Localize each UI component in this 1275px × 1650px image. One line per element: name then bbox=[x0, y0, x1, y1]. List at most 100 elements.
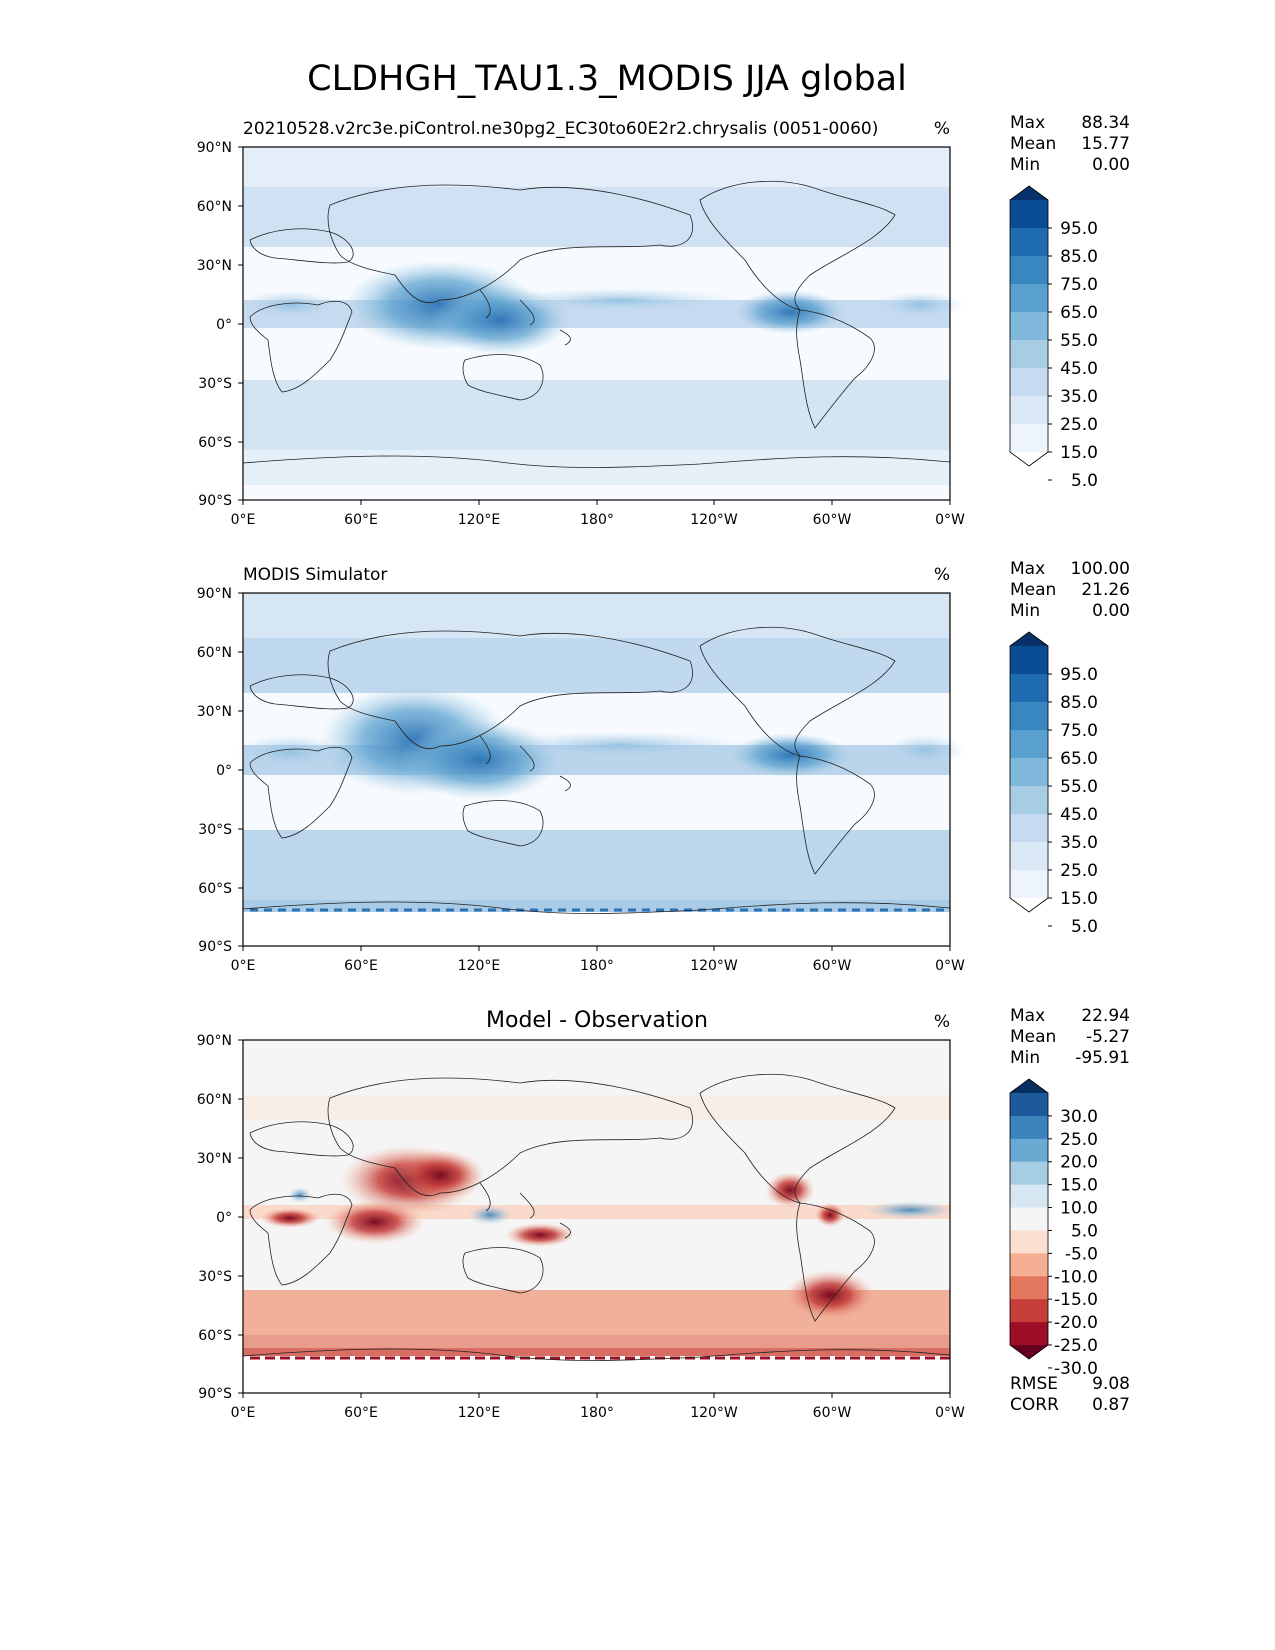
colorbar-label: 5.0 bbox=[1071, 1221, 1098, 1241]
panel-left-title: MODIS Simulator bbox=[243, 565, 387, 585]
colorbar-segment bbox=[1010, 200, 1048, 229]
colorbar-segment bbox=[1010, 1276, 1048, 1300]
coastlines-reference bbox=[242, 626, 951, 914]
colorbar-segment bbox=[1010, 1138, 1048, 1163]
colorbar-extend-top bbox=[1010, 186, 1048, 200]
colorbar-segment bbox=[1010, 1115, 1048, 1140]
lat-tick: 90°S bbox=[198, 1386, 232, 1402]
colorbar-label: 75.0 bbox=[1060, 721, 1098, 741]
colorbar-segment bbox=[1010, 424, 1048, 453]
panel-units: % bbox=[934, 565, 950, 585]
colorbar-segment bbox=[1010, 674, 1048, 703]
colorbar-segment bbox=[1010, 312, 1048, 341]
colorbar-segment bbox=[1010, 1299, 1048, 1323]
lon-tick: 0°E bbox=[231, 958, 256, 974]
lat-tick: 0° bbox=[216, 317, 232, 333]
colorbar-segment bbox=[1010, 340, 1048, 369]
map-difference bbox=[243, 1040, 955, 1393]
lat-axis-test: 90°N 60°N 30°N 0° 30°S 60°S 90°S bbox=[197, 140, 243, 509]
lon-tick: 120°W bbox=[690, 512, 738, 528]
lat-tick: 60°S bbox=[198, 435, 232, 451]
lat-tick: 30°N bbox=[197, 1151, 232, 1167]
lon-axis-difference: 0°E 60°E 120°E 180° 120°W 60°W 0°W bbox=[231, 1393, 965, 1421]
colorbar-segment bbox=[1010, 1161, 1048, 1186]
lon-tick: 120°W bbox=[690, 1405, 738, 1421]
lon-tick: 180° bbox=[580, 512, 614, 528]
colorbar-segment bbox=[1010, 702, 1048, 731]
colorbar-label: -10.0 bbox=[1054, 1267, 1098, 1287]
panel-center-title: Model - Observation bbox=[486, 1008, 708, 1033]
colorbar-label: 35.0 bbox=[1060, 833, 1098, 853]
panel-difference: 90°N 60°N 30°N 0° 30°S 60°S 90°S 0°E 60°… bbox=[197, 1006, 1130, 1421]
stat-label: Min bbox=[1010, 1048, 1040, 1068]
metrics-difference: RMSE 9.08 CORR 0.87 bbox=[1010, 1374, 1130, 1415]
colorbar-label: -15.0 bbox=[1054, 1290, 1098, 1310]
lat-tick: 30°S bbox=[198, 822, 232, 838]
lon-tick: 0°E bbox=[231, 512, 256, 528]
coastlines-difference bbox=[242, 1073, 951, 1361]
panel-units: % bbox=[934, 119, 950, 139]
lat-tick: 90°N bbox=[197, 140, 232, 156]
stats-difference: Max 22.94 Mean -5.27 Min -95.91 bbox=[1010, 1006, 1130, 1068]
colorbar-label: 10.0 bbox=[1060, 1199, 1098, 1219]
colorbar-label: 15.0 bbox=[1060, 889, 1098, 909]
panel-test: 90°N 60°N 30°N 0° 30°S 60°S 90°S 0°E 60°… bbox=[197, 113, 1130, 528]
stat-label: Max bbox=[1010, 113, 1045, 133]
colorbar-label: 15.0 bbox=[1060, 1176, 1098, 1196]
colorbar-label: 65.0 bbox=[1060, 749, 1098, 769]
lon-tick: 60°E bbox=[344, 958, 378, 974]
lat-tick: 0° bbox=[216, 1210, 232, 1226]
colorbar-segment bbox=[1010, 1184, 1048, 1209]
lon-tick: 120°E bbox=[458, 958, 501, 974]
colorbar-segment bbox=[1010, 730, 1048, 759]
colorbar-label: 45.0 bbox=[1060, 359, 1098, 379]
lat-tick: 30°N bbox=[197, 258, 232, 274]
stat-value: 0.00 bbox=[1092, 601, 1130, 621]
stats-test: Max 88.34 Mean 15.77 Min 0.00 bbox=[1010, 113, 1130, 175]
panel-units: % bbox=[934, 1012, 950, 1032]
lon-tick: 120°E bbox=[458, 1405, 501, 1421]
lat-tick: 0° bbox=[216, 763, 232, 779]
colorbar-label: -20.0 bbox=[1054, 1313, 1098, 1333]
colorbar-label: -25.0 bbox=[1054, 1336, 1098, 1356]
colorbar-segment bbox=[1010, 1322, 1048, 1346]
lat-tick: 90°S bbox=[198, 939, 232, 955]
lon-tick: 120°E bbox=[458, 512, 501, 528]
colorbar-label: 5.0 bbox=[1071, 471, 1098, 491]
lat-tick: 30°N bbox=[197, 704, 232, 720]
colorbar-extend-bottom bbox=[1010, 452, 1048, 466]
lat-tick: 90°N bbox=[197, 586, 232, 602]
colorbar-label: -30.0 bbox=[1054, 1359, 1098, 1379]
colorbar-label: 95.0 bbox=[1060, 219, 1098, 239]
lat-tick: 60°S bbox=[198, 881, 232, 897]
stats-reference: Max 100.00 Mean 21.26 Min 0.00 bbox=[1010, 559, 1130, 621]
colorbar-segment bbox=[1010, 786, 1048, 815]
colorbar-label: 85.0 bbox=[1060, 247, 1098, 267]
lat-tick: 60°S bbox=[198, 1328, 232, 1344]
lon-tick: 60°W bbox=[813, 512, 852, 528]
colorbar-segment bbox=[1010, 228, 1048, 257]
colorbar-segment bbox=[1010, 396, 1048, 425]
coastlines-test bbox=[242, 180, 951, 468]
map-test bbox=[240, 147, 965, 500]
metric-value: 0.87 bbox=[1092, 1395, 1130, 1415]
colorbar-segment bbox=[1010, 256, 1048, 285]
colorbar-test: 95.0 85.0 75.0 65.0 55.0 45.0 35.0 25.0 15.0 5.0 bbox=[1009, 185, 1098, 491]
figure-title: CLDHGH_TAU1.3_MODIS JJA global bbox=[307, 59, 907, 99]
stat-value: 15.77 bbox=[1081, 134, 1130, 154]
metric-label: CORR bbox=[1010, 1395, 1059, 1415]
colorbar-label: 30.0 bbox=[1060, 1107, 1098, 1127]
colorbar-label: 45.0 bbox=[1060, 805, 1098, 825]
colorbar-segment bbox=[1010, 1253, 1048, 1277]
colorbar-segment bbox=[1010, 646, 1048, 675]
stat-label: Min bbox=[1010, 155, 1040, 175]
lat-axis-reference: 90°N 60°N 30°N 0° 30°S 60°S 90°S bbox=[197, 586, 243, 955]
stat-value: -95.91 bbox=[1075, 1048, 1130, 1068]
lat-axis-difference: 90°N 60°N 30°N 0° 30°S 60°S 90°S bbox=[197, 1033, 243, 1402]
colorbar-segment bbox=[1010, 284, 1048, 313]
colorbar-segment bbox=[1010, 1230, 1048, 1254]
colorbar-label: -5.0 bbox=[1065, 1244, 1098, 1264]
colorbar-difference: 30.0 25.0 20.0 15.0 10.05.0 -5.0 -10.0 -15.0 -20… bbox=[1009, 1078, 1098, 1379]
panel-reference: 90°N 60°N 30°N 0° 30°S 60°S 90°S 0°E 60°… bbox=[197, 559, 1130, 974]
stat-value: 88.34 bbox=[1081, 113, 1130, 133]
